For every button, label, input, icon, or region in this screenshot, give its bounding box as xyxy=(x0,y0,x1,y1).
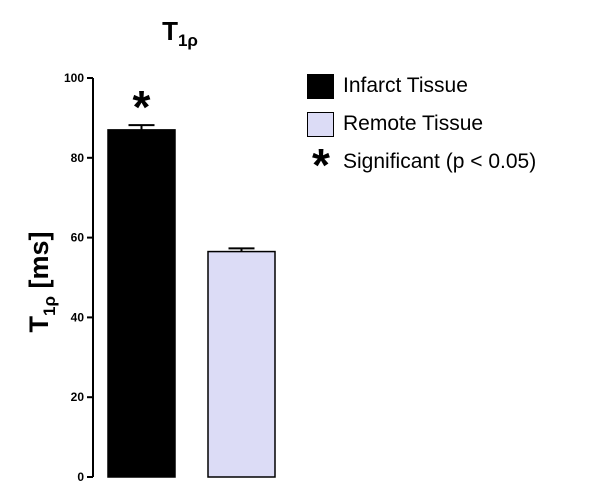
y-axis-label: T1ρ [ms] xyxy=(24,232,59,333)
y-tick-label-20: 20 xyxy=(71,390,85,404)
chart-title: T1ρ xyxy=(162,16,198,50)
y-tick-label-0: 0 xyxy=(77,470,84,484)
bar-infarct xyxy=(107,129,176,478)
y-tick-label-60: 60 xyxy=(71,231,85,245)
legend-label-infarct: Infarct Tissue xyxy=(343,74,468,97)
y-tick-label-100: 100 xyxy=(64,71,84,85)
legend-swatch-infarct xyxy=(307,74,334,99)
asterisk-icon: * xyxy=(312,139,330,191)
legend-swatch-remote xyxy=(307,112,334,137)
legend-label-significance: Significant (p < 0.05) xyxy=(343,150,537,173)
y-tick-label-80: 80 xyxy=(71,151,85,165)
y-tick-label-40: 40 xyxy=(71,310,85,324)
bar-remote xyxy=(207,250,276,478)
significance-asterisk: * xyxy=(133,81,151,133)
legend-label-remote: Remote Tissue xyxy=(343,112,484,135)
